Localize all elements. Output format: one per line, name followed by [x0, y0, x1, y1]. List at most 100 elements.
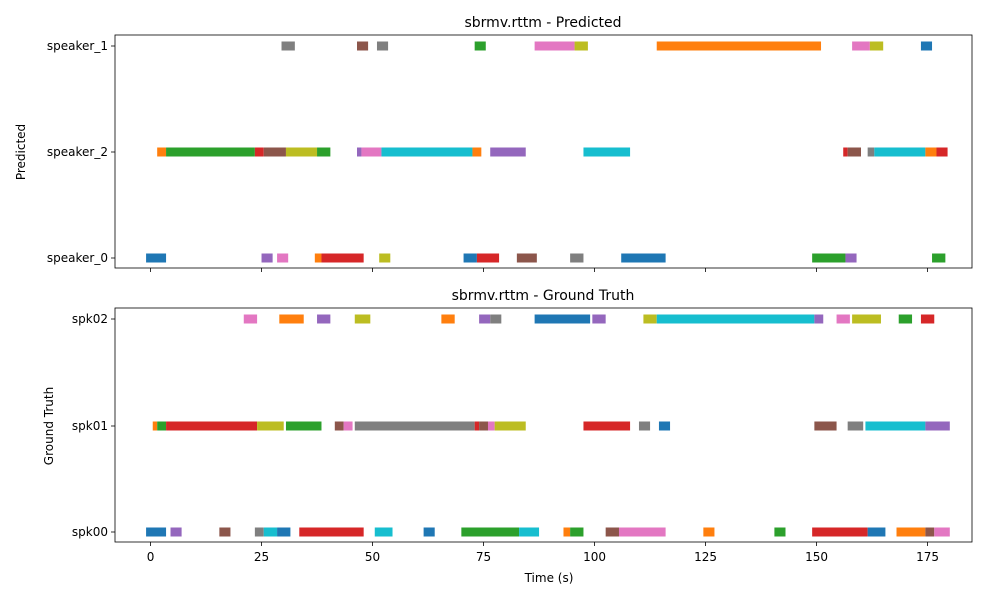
- segment-spk01: [925, 421, 950, 431]
- segment-spk00: [605, 527, 619, 537]
- segment-spk00: [374, 527, 393, 537]
- y-tick-label: speaker_0: [47, 251, 108, 265]
- y-tick-label: spk01: [72, 419, 108, 433]
- segment-spk00: [774, 527, 786, 537]
- segment-speaker_2: [936, 147, 948, 157]
- segment-spk01: [166, 421, 258, 431]
- segment-speaker_2: [843, 147, 848, 157]
- predicted-x-ticks: [150, 268, 928, 272]
- x-tick-label: 25: [254, 550, 269, 564]
- segment-spk00: [461, 527, 520, 537]
- segment-speaker_0: [570, 253, 584, 263]
- segment-spk01: [479, 421, 488, 431]
- segment-spk02: [814, 314, 824, 324]
- ground-truth-ylabel: Ground Truth: [42, 387, 56, 465]
- x-tick-label: 125: [694, 550, 717, 564]
- segment-speaker_0: [932, 253, 946, 263]
- ground-truth-axes-frame: [114, 307, 973, 543]
- segment-spk00: [254, 527, 264, 537]
- segment-spk02: [898, 314, 913, 324]
- segment-speaker_1: [357, 41, 369, 51]
- x-tick-label: 0: [147, 550, 155, 564]
- segment-speaker_0: [379, 253, 391, 263]
- segment-speaker_1: [574, 41, 588, 51]
- segment-spk00: [934, 527, 950, 537]
- segment-speaker_0: [812, 253, 846, 263]
- x-tick-label: 50: [365, 550, 380, 564]
- segment-speaker_2: [317, 147, 331, 157]
- segment-spk00: [299, 527, 364, 537]
- predicted-axes-frame: [114, 34, 973, 269]
- segment-spk02: [534, 314, 591, 324]
- segment-speaker_0: [463, 253, 477, 263]
- segment-spk01: [257, 421, 284, 431]
- segment-speaker_2: [157, 147, 167, 157]
- ground-truth-y-ticks: spk00 spk01 spk02: [72, 312, 115, 539]
- segment-spk00: [867, 527, 886, 537]
- segment-spk01: [343, 421, 353, 431]
- segment-spk00: [219, 527, 231, 537]
- segment-spk00: [519, 527, 540, 537]
- segment-spk00: [277, 527, 291, 537]
- segment-spk01: [157, 421, 167, 431]
- segment-speaker_0: [277, 253, 289, 263]
- segment-spk01: [658, 421, 671, 431]
- y-tick-label: speaker_2: [47, 145, 108, 159]
- segment-speaker_0: [845, 253, 857, 263]
- ground-truth-panel: sbrmv.rttm - Ground Truth Ground Truth s…: [42, 288, 973, 564]
- segment-spk02: [592, 314, 606, 324]
- segment-spk01: [865, 421, 926, 431]
- segment-spk02: [490, 314, 502, 324]
- ground-truth-title: sbrmv.rttm - Ground Truth: [452, 288, 635, 304]
- segment-speaker_1: [474, 41, 486, 51]
- segment-spk00: [263, 527, 278, 537]
- segment-speaker_0: [476, 253, 500, 263]
- predicted-y-ticks: speaker_0 speaker_2 speaker_1: [47, 39, 115, 265]
- x-tick-label: 150: [805, 550, 828, 564]
- segment-spk00: [812, 527, 868, 537]
- segment-spk00: [423, 527, 435, 537]
- y-tick-label: spk00: [72, 525, 108, 539]
- segment-spk02: [852, 314, 881, 324]
- segment-speaker_2: [381, 147, 473, 157]
- segment-speaker_2: [472, 147, 482, 157]
- segment-spk01: [152, 421, 158, 431]
- segment-speaker_0: [314, 253, 322, 263]
- segment-speaker_1: [869, 41, 884, 51]
- segment-speaker_2: [490, 147, 526, 157]
- segment-spk00: [570, 527, 584, 537]
- segment-speaker_0: [261, 253, 273, 263]
- segment-spk00: [146, 527, 167, 537]
- predicted-title: sbrmv.rttm - Predicted: [464, 15, 621, 31]
- segment-spk01: [474, 421, 480, 431]
- segment-spk02: [479, 314, 491, 324]
- segment-speaker_2: [166, 147, 255, 157]
- predicted-panel: sbrmv.rttm - Predicted Predicted speaker…: [14, 15, 973, 272]
- segment-speaker_2: [847, 147, 861, 157]
- segment-spk02: [836, 314, 850, 324]
- segment-spk01: [847, 421, 864, 431]
- segment-spk02: [920, 314, 935, 324]
- segment-spk01: [814, 421, 837, 431]
- segment-spk02: [317, 314, 331, 324]
- segment-spk01: [638, 421, 651, 431]
- segment-speaker_2: [867, 147, 875, 157]
- segment-spk01: [334, 421, 344, 431]
- segment-spk01: [285, 421, 322, 431]
- segment-spk00: [170, 527, 182, 537]
- segment-speaker_2: [361, 147, 382, 157]
- segment-spk02: [279, 314, 304, 324]
- x-axis-label: Time (s): [524, 571, 574, 585]
- segment-spk01: [494, 421, 526, 431]
- segment-spk01: [487, 421, 495, 431]
- segment-speaker_1: [656, 41, 822, 51]
- segment-spk00: [703, 527, 715, 537]
- segment-spk02: [354, 314, 371, 324]
- ground-truth-segments: [146, 314, 950, 537]
- segment-speaker_2: [285, 147, 318, 157]
- segment-spk02: [243, 314, 258, 324]
- segment-speaker_0: [146, 253, 167, 263]
- y-tick-label: spk02: [72, 312, 108, 326]
